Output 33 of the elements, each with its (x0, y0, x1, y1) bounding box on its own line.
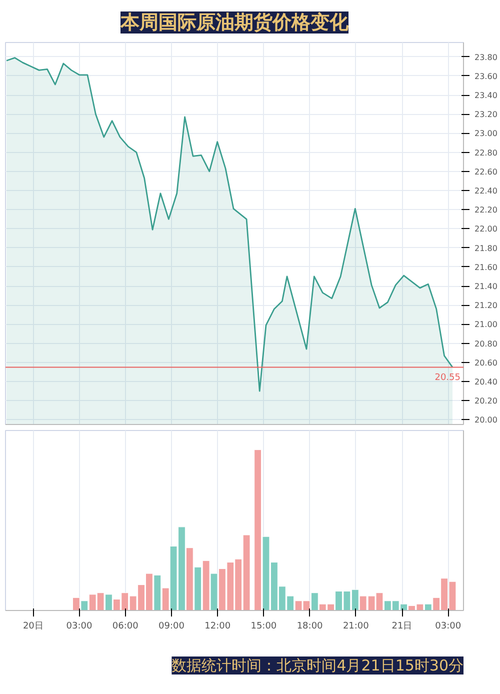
ref-line-label: 20.55 (434, 373, 460, 384)
x-tick-label: 03:00 (66, 622, 93, 632)
y-tick-label: 20.00 (474, 416, 498, 425)
y-tick-label: 22.40 (474, 186, 498, 196)
y-tick-label: 21.40 (474, 282, 498, 292)
x-tick-label: 03:00 (435, 622, 462, 632)
y-tick-label: 23.00 (474, 129, 498, 138)
y-tick-label: 20.80 (474, 339, 498, 348)
x-tick-label: 21日 (392, 622, 412, 632)
text: 数据统计时间：北京时间4月21日15时30分 (172, 656, 464, 674)
y-tick-label: 21.20 (474, 301, 498, 310)
chart-title: 本周国际原油期货价格变化 (120, 12, 350, 34)
y-tick-label: 21.00 (474, 320, 498, 330)
x-tick-label: 21:00 (342, 622, 370, 632)
y-tick-label: 22.80 (474, 148, 498, 158)
x-tick-label: 09:00 (158, 622, 185, 632)
y-tick-label: 23.60 (474, 72, 498, 81)
y-tick-label: 21.80 (474, 244, 498, 253)
y-tick-label: 23.40 (474, 91, 498, 100)
y-tick-label: 20.20 (474, 396, 498, 406)
y-tick-label: 23.20 (474, 110, 498, 120)
x-tick-label: 20日 (22, 622, 44, 632)
y-tick-label: 22.60 (474, 167, 498, 176)
x-tick-label: 12:00 (204, 622, 231, 632)
y-tick-label: 20.60 (474, 358, 498, 368)
y-tick-label: 23.80 (474, 52, 498, 62)
x-tick-label: 06:00 (112, 622, 139, 632)
y-tick-label: 22.00 (474, 224, 498, 234)
y-tick-label: 21.60 (474, 262, 498, 272)
y-tick-label: 22.20 (474, 206, 498, 215)
x-tick-label: 18:00 (296, 622, 324, 632)
y-tick-label: 20.40 (474, 378, 498, 387)
x-tick-label: 15:00 (250, 622, 277, 632)
